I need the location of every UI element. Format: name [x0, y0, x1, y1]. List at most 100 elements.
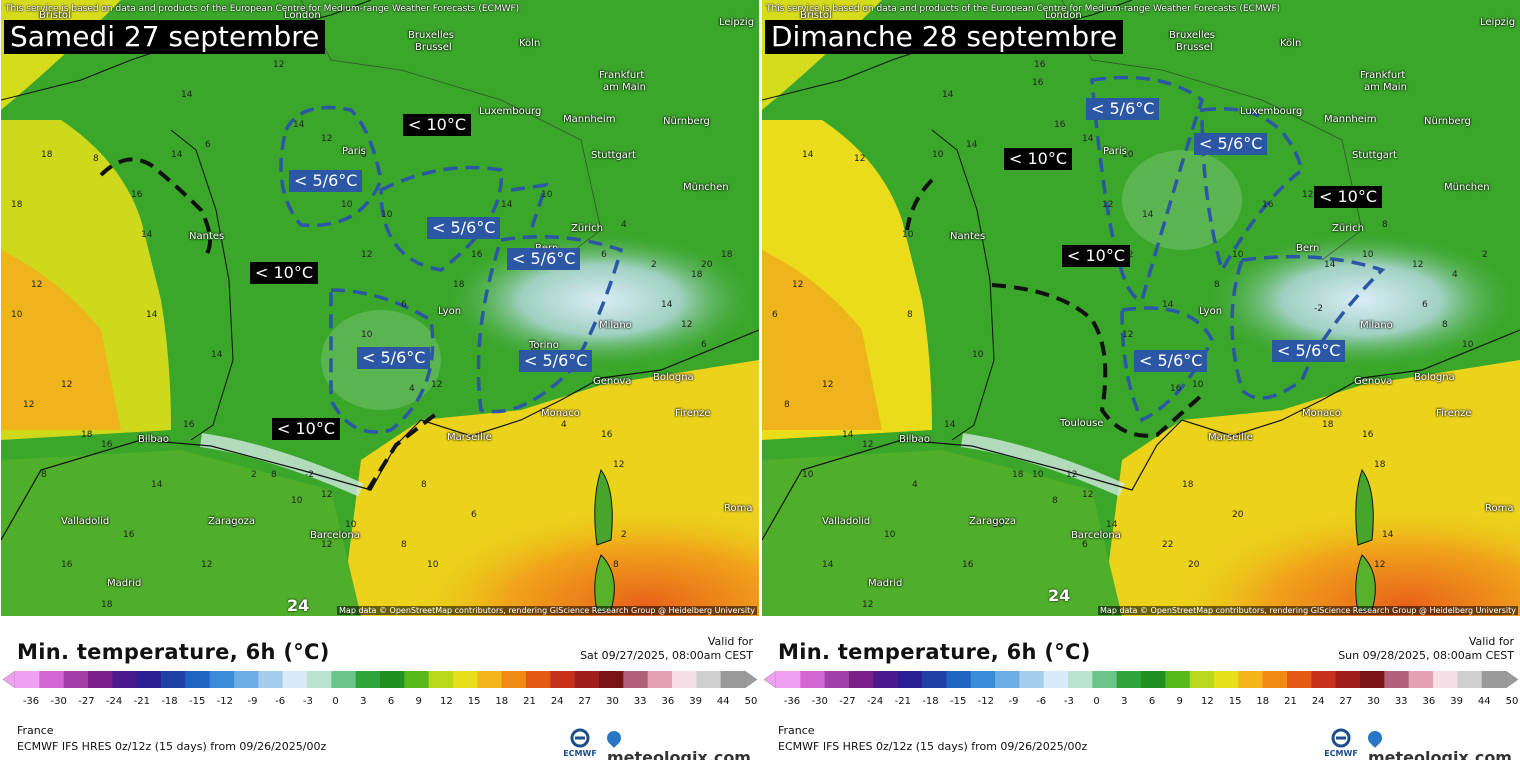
- city-label: Roma: [724, 503, 753, 514]
- temperature-value: 16: [61, 560, 73, 570]
- temperature-value: 12: [1102, 200, 1114, 210]
- city-label: Barcelona: [310, 530, 360, 541]
- scale-tick-label: -15: [189, 696, 206, 707]
- temperature-value: -2: [1314, 304, 1323, 314]
- scale-tick-label: 50: [744, 696, 758, 707]
- temperature-value: 18: [691, 270, 703, 280]
- scale-swatch: [1262, 671, 1288, 688]
- city-label: Bristol: [800, 10, 832, 21]
- city-label: Leipzig: [719, 17, 755, 28]
- temperature-value: 8: [41, 470, 47, 480]
- scale-swatch: [526, 671, 551, 688]
- mediterranean-warm: [301, 420, 759, 616]
- scale-tick-label: -6: [1036, 696, 1047, 707]
- scale-arrow-right-icon: [744, 671, 757, 688]
- temperature-value: 4: [621, 220, 627, 230]
- max-temperature-label: 24: [287, 596, 310, 615]
- temperature-value: 16: [1170, 384, 1182, 394]
- temperature-value: 18: [1322, 420, 1334, 430]
- temperature-annotation: < 10°C: [272, 418, 341, 440]
- map-area[interactable]: 14 12 18 8 14 6 14 12 10 8 14 14 12 16 16 18 16 12 8 10 6 8 4 2…: [1, 0, 759, 616]
- temperature-value: 10: [884, 530, 896, 540]
- scale-arrow-left-icon: [3, 671, 16, 688]
- meteologix-brand: meteologix.com: [1368, 748, 1512, 760]
- scale-swatch: [15, 671, 40, 688]
- city-label: Zaragoza: [208, 516, 256, 527]
- city-label: Marseille: [447, 432, 492, 443]
- city-label: Mannheim: [563, 114, 616, 125]
- scale-tick-label: -9: [247, 696, 258, 707]
- temperature-annotation: < 10°C: [1062, 245, 1131, 267]
- scale-tick-label: 27: [1339, 696, 1353, 707]
- map-credit[interactable]: Map data © OpenStreetMap contributors, r…: [337, 606, 757, 615]
- scale-tick-label: 24: [1311, 696, 1325, 707]
- temperature-value: 12: [1082, 490, 1094, 500]
- temperature-value: 10: [1122, 150, 1134, 160]
- scale-tick-label: 12: [1201, 696, 1214, 707]
- temperature-value: 8: [401, 540, 407, 550]
- scale-swatch: [282, 671, 308, 688]
- city-label: Brussel: [1176, 42, 1213, 53]
- scale-swatch: [599, 671, 624, 688]
- scale-tick-label: 15: [467, 696, 481, 707]
- cold-zone-outline: [379, 165, 504, 272]
- temperature-value: 14: [966, 140, 978, 150]
- city-label: Nantes: [189, 231, 225, 242]
- scale-swatch: [647, 671, 673, 688]
- meteologix-logo[interactable]: meteologix.com: [604, 728, 759, 760]
- temperature-annotation: < 5/6°C: [427, 217, 501, 239]
- temperature-value: 14: [842, 430, 854, 440]
- scale-tick-label: 24: [550, 696, 564, 707]
- city-label: Bilbao: [899, 434, 931, 445]
- temperature-value: 18: [1012, 470, 1024, 480]
- temperature-value: 4: [912, 480, 918, 490]
- scale-tick-label: 15: [1228, 696, 1242, 707]
- temperature-value: 14: [1082, 134, 1094, 144]
- city-label: Milano: [1360, 320, 1393, 331]
- temperature-value: 20: [701, 260, 713, 270]
- panel-sunday: 14 16 14 12 10 14 16 16 14 12 10 8 10 12 12 14 14 16 18 18 2…: [762, 0, 1520, 760]
- temperature-value: 18: [11, 200, 23, 210]
- scale-swatch: [800, 671, 826, 688]
- scale-swatch: [380, 671, 405, 688]
- temperature-value: 2: [251, 470, 257, 480]
- scale-swatch: [623, 671, 649, 688]
- scale-tick-label: 44: [716, 696, 730, 707]
- city-label: München: [1444, 182, 1490, 193]
- ecmwf-logo-text: ECMWF: [1324, 749, 1358, 758]
- temperature-value: 6: [701, 340, 707, 350]
- scale-tick-label: -24: [105, 696, 123, 707]
- model-label: ECMWF IFS HRES 0z/12z (15 days) from 09/…: [778, 740, 1088, 753]
- atlantic-warm: [1, 250, 121, 430]
- temperature-value: 14: [293, 120, 305, 130]
- scale-tick-label: 3: [360, 696, 367, 707]
- city-label: Bruxelles: [408, 30, 454, 41]
- temperature-annotation: < 10°C: [250, 262, 319, 284]
- city-label: Frankfurt: [1360, 70, 1406, 81]
- scale-tick-label: 44: [1477, 696, 1491, 707]
- temperature-value: 18: [1374, 460, 1386, 470]
- city-label: Roma: [1485, 503, 1514, 514]
- temperature-value: 4: [1452, 270, 1458, 280]
- temperature-value: 8: [1382, 220, 1388, 230]
- map-credit[interactable]: Map data © OpenStreetMap contributors, r…: [1098, 606, 1518, 615]
- meteologix-logo[interactable]: meteologix.com: [1365, 728, 1520, 760]
- isotherm-10-outline: [99, 157, 212, 257]
- city-label: Stuttgart: [591, 150, 636, 161]
- scale-swatch: [355, 671, 381, 688]
- scale-tick-label: -6: [275, 696, 286, 707]
- scale-tick-label: 50: [1505, 696, 1519, 707]
- temperature-value: 14: [1162, 300, 1174, 310]
- temperature-annotation: < 5/6°C: [357, 347, 431, 369]
- temperature-value: 14: [802, 150, 814, 160]
- temperature-value: 16: [183, 420, 195, 430]
- city-label: Bern: [1296, 243, 1320, 254]
- scale-tick-label: -36: [22, 696, 40, 707]
- temperature-value: 12: [1374, 560, 1386, 570]
- country-border: [1061, 0, 1363, 261]
- city-label: Genova: [1354, 376, 1393, 387]
- temperature-value: 18: [453, 280, 465, 290]
- isotherm-10-outline: [905, 178, 934, 231]
- map-area[interactable]: 14 16 14 12 10 14 16 16 14 12 10 8 10 12 12 14 14 16 18 18 2…: [762, 0, 1520, 616]
- scale-tick-label: 9: [1176, 696, 1183, 707]
